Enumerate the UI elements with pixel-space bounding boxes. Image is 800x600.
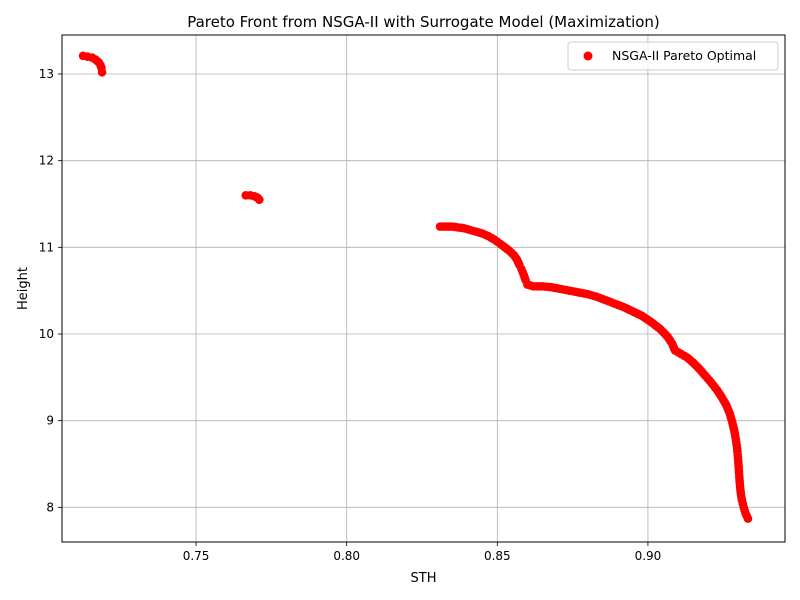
legend-marker: [583, 51, 593, 61]
grid: [62, 35, 785, 542]
y-tick-label: 11: [39, 240, 54, 254]
y-tick-label: 10: [39, 327, 54, 341]
data-point: [97, 67, 107, 77]
data-point: [743, 514, 753, 523]
x-tick-label: 0.75: [183, 549, 210, 563]
x-axis-ticks: 0.75 0.80 0.85 0.90: [183, 542, 662, 563]
y-tick-label: 8: [46, 500, 54, 514]
y-tick-label: 13: [39, 67, 54, 81]
y-axis-label: Height: [16, 267, 31, 310]
legend-box: [567, 41, 779, 71]
y-tick-label: 12: [39, 154, 54, 168]
chart-title: Pareto Front from NSGA-II with Surrogate…: [187, 13, 660, 31]
x-axis-label: STH: [411, 571, 437, 586]
data-point: [255, 195, 264, 204]
x-tick-label: 0.85: [484, 549, 511, 563]
x-tick-label: 0.80: [333, 549, 360, 563]
legend: NSGA-II Pareto Optimal: [567, 41, 779, 71]
x-tick-label: 0.90: [635, 549, 662, 563]
y-tick-label: 9: [46, 414, 54, 428]
plot-area-frame: [61, 34, 786, 543]
y-axis-ticks: 8 9 10 11 12 13: [39, 67, 62, 514]
legend-label: NSGA-II Pareto Optimal: [612, 48, 756, 63]
scatter-points: [78, 51, 753, 523]
